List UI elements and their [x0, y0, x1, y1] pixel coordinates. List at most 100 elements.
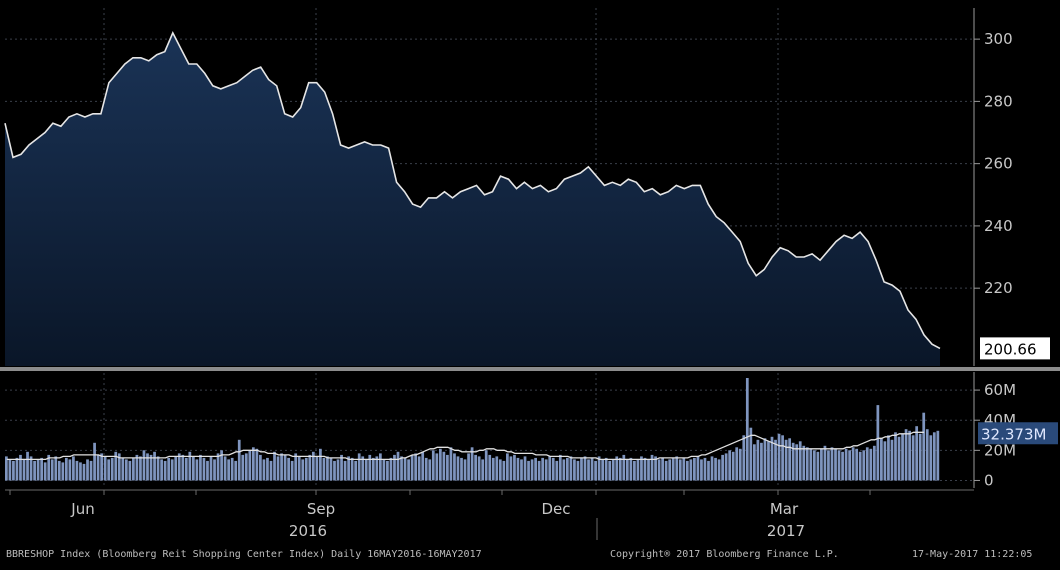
- volume-bar: [513, 454, 516, 481]
- volume-bar: [551, 457, 555, 481]
- volume-bar: [153, 451, 156, 481]
- volume-bar: [604, 457, 608, 481]
- volume-bar: [841, 451, 844, 481]
- volume-bar: [417, 456, 421, 481]
- volume-bar: [611, 459, 615, 481]
- volume-bar: [283, 454, 287, 481]
- volume-bar: [22, 459, 26, 481]
- volume-bar: [689, 459, 693, 481]
- price-panel: 220 240 260 280 300 200.66: [4, 8, 1050, 488]
- volume-bar: [770, 436, 774, 481]
- volume-bar: [26, 451, 29, 481]
- volume-bar: [403, 457, 407, 481]
- volume-bar: [484, 450, 488, 481]
- volume-bar: [103, 456, 107, 481]
- volume-bar: [834, 448, 837, 481]
- volume-bar: [777, 433, 781, 481]
- volume-bar: [541, 457, 545, 481]
- volume-bar: [618, 457, 622, 481]
- volume-bar: [791, 442, 795, 481]
- volume-bar: [463, 459, 467, 481]
- volume-bar: [110, 457, 114, 481]
- volume-bar: [495, 456, 499, 481]
- volume-bar: [925, 429, 929, 481]
- volume-bar: [625, 459, 629, 481]
- volume-bar: [685, 460, 689, 481]
- volume-bar: [894, 432, 897, 481]
- volume-bar: [107, 459, 111, 481]
- volume-bar: [449, 447, 453, 481]
- last-volume-box: [978, 422, 1058, 445]
- volume-bar: [848, 450, 851, 481]
- volume-bar: [184, 457, 188, 481]
- panel-separator: [0, 367, 1060, 371]
- volume-bar: [506, 453, 509, 481]
- volume-bar: [851, 447, 855, 481]
- price-y-tick-label: 280: [984, 92, 1013, 110]
- volume-bar: [431, 450, 435, 481]
- volume-bar: [364, 459, 368, 481]
- volume-bar: [57, 460, 61, 481]
- volume-bar: [438, 448, 442, 481]
- volume-bar: [188, 451, 192, 481]
- volume-bar: [297, 456, 301, 481]
- volume-y-tick-label: 60M: [984, 381, 1016, 399]
- volume-bar: [50, 459, 54, 481]
- volume-bar: [163, 460, 167, 481]
- volume-bar: [470, 447, 474, 481]
- volume-bar: [273, 451, 276, 481]
- volume-bar: [304, 457, 308, 481]
- x-year-label: 2017: [767, 522, 805, 540]
- volume-bar: [583, 456, 587, 481]
- volume-bar: [488, 454, 492, 481]
- volume-bar: [745, 378, 749, 481]
- x-month-label: Mar: [770, 500, 799, 518]
- volume-bar: [922, 412, 926, 481]
- volume-bar: [929, 435, 933, 481]
- volume-bar: [629, 457, 633, 481]
- volume-bar: [661, 457, 664, 481]
- volume-bar: [633, 460, 636, 481]
- volume-bar: [481, 459, 485, 481]
- volume-bar: [216, 453, 220, 481]
- volume-bar: [576, 460, 580, 481]
- volume-bar: [721, 454, 724, 481]
- volume-bar: [774, 439, 777, 481]
- volume-bar: [128, 460, 132, 481]
- volume-bar: [456, 456, 460, 481]
- volume-bar: [329, 457, 333, 481]
- volume-bar: [308, 454, 312, 481]
- volume-bar: [548, 456, 552, 481]
- volume-bar: [421, 451, 425, 481]
- volume-bar: [887, 435, 890, 481]
- volume-bar: [615, 456, 619, 481]
- volume-bar: [562, 459, 566, 481]
- volume-bar: [68, 459, 72, 481]
- volume-bar: [767, 441, 770, 481]
- volume-bar: [379, 453, 382, 481]
- volume-bar: [446, 454, 449, 481]
- volume-bar: [82, 463, 86, 481]
- volume-bar: [8, 459, 12, 481]
- volume-bar: [29, 456, 33, 481]
- volume-bar: [830, 447, 834, 481]
- volume-bar: [347, 456, 350, 481]
- volume-bar: [608, 460, 612, 481]
- volume-bar: [206, 460, 209, 481]
- volume-bar: [671, 457, 675, 481]
- volume-bar: [566, 457, 569, 481]
- volume-bar: [343, 460, 347, 481]
- volume-bar: [883, 441, 887, 481]
- volume-bar: [728, 450, 732, 481]
- volume-bar: [301, 459, 305, 481]
- volume-bar: [717, 459, 721, 481]
- volume-bar: [904, 429, 908, 481]
- volume-bar: [407, 459, 410, 481]
- volume-bar: [156, 456, 160, 481]
- volume-bar: [890, 439, 894, 481]
- volume-bar: [393, 454, 396, 481]
- volume-bar: [368, 454, 372, 481]
- volume-bar: [654, 456, 657, 481]
- volume-bar: [534, 457, 537, 481]
- volume-bar: [371, 457, 375, 481]
